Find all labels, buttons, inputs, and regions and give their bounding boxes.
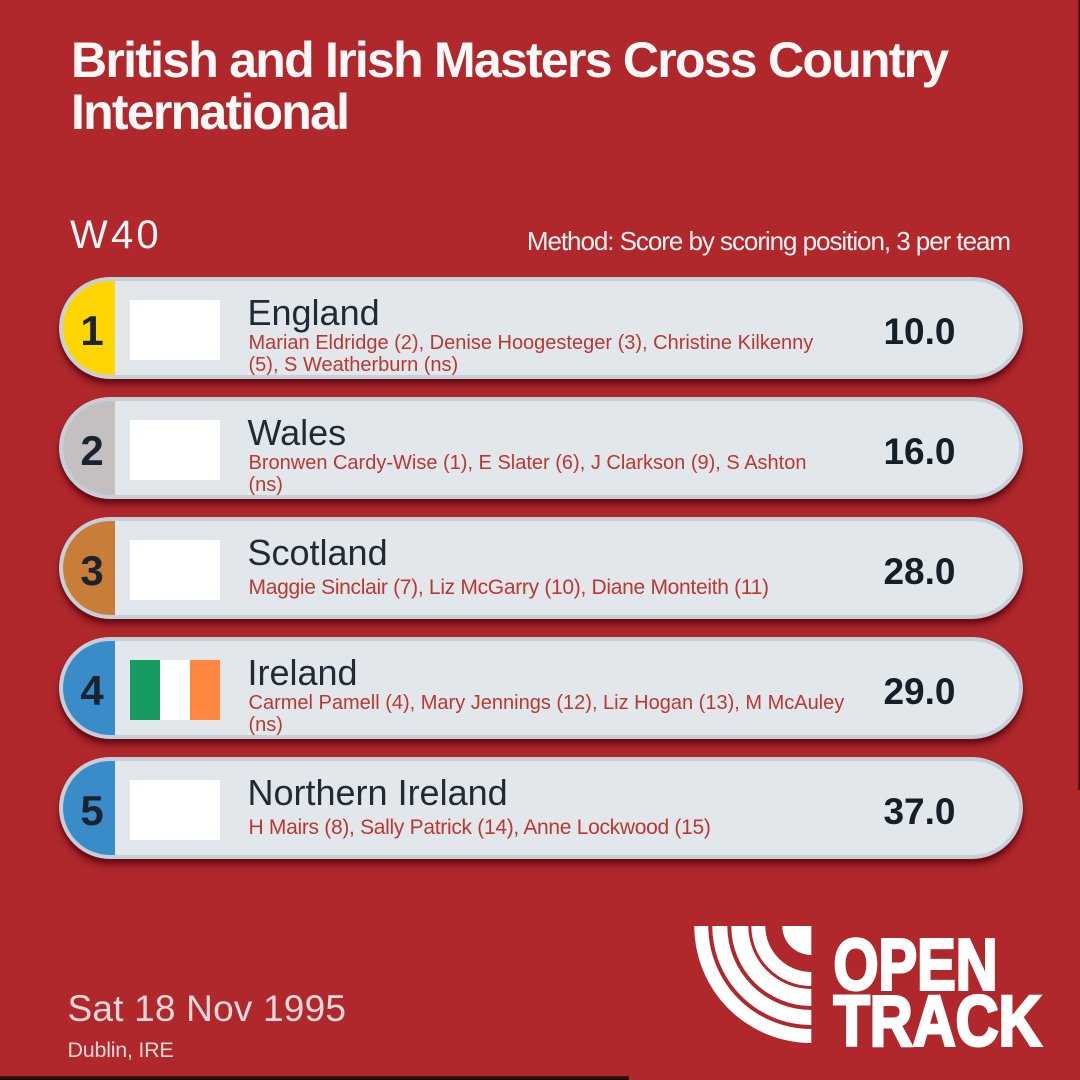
svg-text:OPEN: OPEN <box>834 926 998 1006</box>
svg-text:TRACK: TRACK <box>834 982 1042 1055</box>
